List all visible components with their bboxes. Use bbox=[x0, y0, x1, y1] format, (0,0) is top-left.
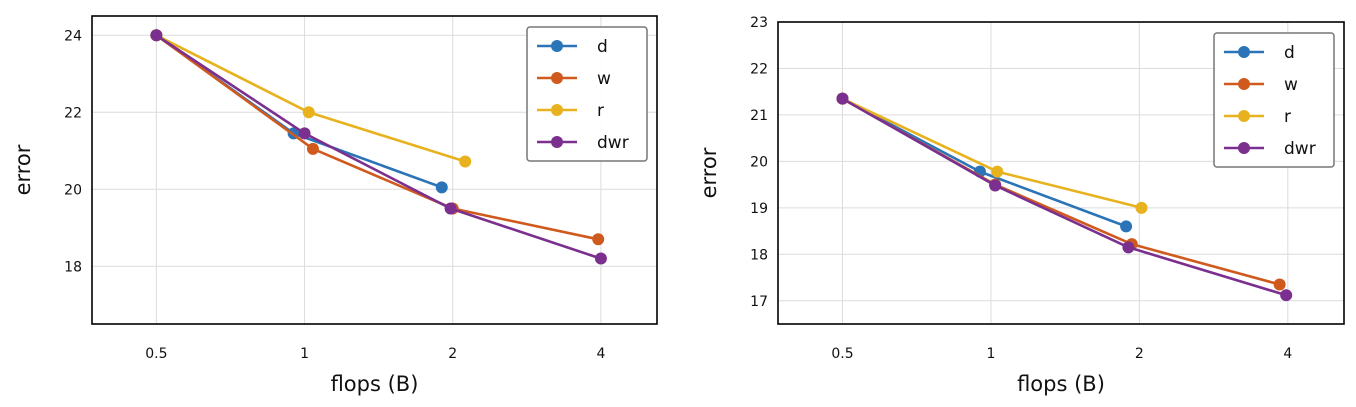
legend-label-w: w bbox=[597, 69, 611, 89]
x-axis-label: flops (B) bbox=[1017, 372, 1105, 396]
data-point-dwr bbox=[1280, 289, 1293, 302]
legend-marker-r bbox=[551, 104, 563, 116]
legend-label-r: r bbox=[597, 101, 604, 121]
data-point-w bbox=[592, 233, 605, 246]
x-tick-label: 2 bbox=[1135, 346, 1144, 362]
x-tick-label: 4 bbox=[596, 346, 605, 362]
data-point-dwr bbox=[298, 127, 311, 140]
series-dwr bbox=[836, 92, 1293, 302]
legend-label-dwr: dwr bbox=[597, 133, 629, 153]
y-tick-label: 22 bbox=[750, 61, 768, 77]
series-line-dwr bbox=[155, 34, 602, 260]
legend-marker-dwr bbox=[1238, 142, 1250, 154]
y-tick-label: 21 bbox=[750, 108, 768, 124]
x-tick-label: 0.5 bbox=[831, 346, 853, 362]
series-dwr bbox=[150, 29, 607, 265]
y-tick-label: 24 bbox=[64, 28, 82, 44]
legend-marker-r bbox=[1238, 110, 1250, 122]
x-axis-label: flops (B) bbox=[331, 372, 419, 396]
legend-label-d: d bbox=[1284, 43, 1295, 63]
legend-label-r: r bbox=[1284, 107, 1291, 127]
series-d bbox=[836, 92, 1133, 233]
data-point-r bbox=[991, 165, 1004, 178]
x-tick-label: 2 bbox=[448, 346, 457, 362]
legend-marker-d bbox=[551, 40, 563, 52]
series-line-r bbox=[155, 34, 466, 163]
y-tick-label: 20 bbox=[750, 154, 768, 170]
series-line-dwr bbox=[841, 97, 1287, 297]
legend-marker-d bbox=[1238, 46, 1250, 58]
y-tick-label: 20 bbox=[64, 182, 82, 198]
y-tick-label: 18 bbox=[64, 259, 82, 275]
data-point-dwr bbox=[444, 202, 457, 215]
x-tick-label: 1 bbox=[986, 346, 995, 362]
data-point-d bbox=[1120, 220, 1133, 233]
data-point-d bbox=[435, 181, 448, 194]
data-point-dwr bbox=[150, 29, 163, 42]
legend: dwr dwr bbox=[1213, 32, 1335, 168]
series-r bbox=[836, 92, 1148, 214]
data-point-r bbox=[459, 155, 472, 168]
data-point-dwr bbox=[836, 92, 849, 105]
y-tick-label: 23 bbox=[750, 15, 768, 31]
x-tick-label: 0.5 bbox=[145, 346, 167, 362]
y-tick-label: 17 bbox=[750, 294, 768, 310]
y-axis-label: error bbox=[11, 144, 35, 195]
legend: dwr dwr bbox=[526, 26, 648, 162]
legend-box bbox=[1213, 32, 1335, 168]
legend-marker-w bbox=[551, 72, 563, 84]
legend-label-d: d bbox=[597, 37, 608, 57]
legend-label-w: w bbox=[1284, 75, 1298, 95]
chart-panel-2: 17 18 19 20 21 22 23 0.5 1 2 4 flops (B) error dwr dwr bbox=[697, 15, 1345, 396]
y-tick-label: 22 bbox=[64, 105, 82, 121]
legend-box bbox=[526, 26, 648, 162]
data-point-dwr bbox=[989, 179, 1002, 192]
plot-frame bbox=[91, 15, 658, 325]
series-line-w bbox=[155, 34, 599, 241]
x-tick-label: 4 bbox=[1283, 346, 1292, 362]
legend-marker-w bbox=[1238, 78, 1250, 90]
legend-label-dwr: dwr bbox=[1284, 139, 1316, 159]
data-point-r bbox=[302, 106, 315, 119]
y-axis-label: error bbox=[697, 147, 721, 198]
data-point-dwr bbox=[1122, 241, 1135, 254]
legend-marker-dwr bbox=[551, 136, 563, 148]
x-tick-label: 1 bbox=[300, 346, 309, 362]
data-point-dwr bbox=[594, 252, 607, 265]
y-tick-label: 19 bbox=[750, 201, 768, 217]
data-point-w bbox=[1273, 278, 1286, 291]
data-point-w bbox=[306, 142, 319, 155]
plot-frame bbox=[777, 21, 1345, 325]
data-point-r bbox=[1135, 201, 1148, 214]
y-tick-label: 18 bbox=[750, 247, 768, 263]
